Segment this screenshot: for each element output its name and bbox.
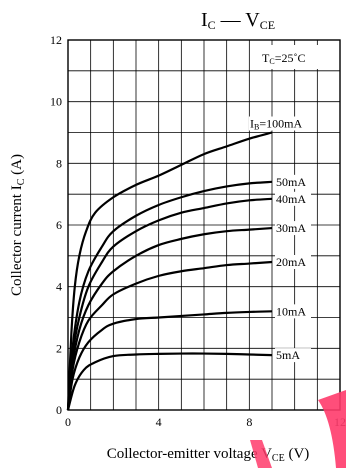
series-line-5ma bbox=[66, 352, 273, 411]
plot-frame bbox=[67, 39, 341, 411]
series-line-10ma bbox=[66, 310, 273, 411]
condition-box: TC=25˚C bbox=[253, 45, 328, 69]
condition-rest: =25˚C bbox=[275, 51, 306, 65]
plot-area: 02468101204812IB=100mA50mA40mA30mA20mA10… bbox=[50, 33, 346, 429]
series-line-i-b-100ma bbox=[66, 131, 273, 411]
chart-title: IC — VCE bbox=[201, 9, 275, 32]
series-line-50ma bbox=[66, 180, 273, 411]
series-label: 10mA bbox=[276, 304, 306, 318]
title-dash: — bbox=[216, 9, 246, 31]
series-label: 30mA bbox=[276, 221, 306, 235]
series-label: 40mA bbox=[276, 192, 306, 206]
series-label-bg bbox=[249, 116, 315, 131]
y-axis-label: Collector current IC (A) bbox=[9, 154, 27, 296]
ylabel-unit: (A) bbox=[9, 154, 25, 179]
condition-t: T bbox=[262, 51, 270, 65]
y-tick-label: 6 bbox=[56, 218, 62, 232]
title-sub-c: C bbox=[208, 18, 216, 32]
series-line-20ma bbox=[66, 260, 273, 411]
series-label: 50mA bbox=[276, 175, 306, 189]
title-i: I bbox=[201, 9, 208, 31]
y-tick-label: 8 bbox=[56, 156, 62, 170]
x-tick-label: 0 bbox=[65, 415, 71, 429]
series-label: IB=100mA bbox=[250, 117, 302, 132]
series-label-bg bbox=[275, 348, 311, 363]
series-label-bg bbox=[275, 174, 311, 189]
watermark-stroke-2 bbox=[250, 440, 272, 468]
ylabel-sub: C bbox=[16, 178, 27, 185]
condition-label: TC=25˚C bbox=[262, 51, 305, 66]
condition-sub: C bbox=[269, 57, 274, 66]
series-label: 20mA bbox=[276, 255, 306, 269]
title-sub-ce: CE bbox=[260, 18, 275, 32]
title-v: V bbox=[245, 9, 260, 31]
x-tick-label: 4 bbox=[156, 415, 162, 429]
y-tick-label: 10 bbox=[50, 95, 62, 109]
y-tick-label: 0 bbox=[56, 403, 62, 417]
series-line-30ma bbox=[66, 226, 273, 411]
series-label-bg bbox=[275, 191, 311, 206]
xlabel-text: Collector-emitter voltage V bbox=[107, 446, 272, 462]
xlabel-sub: CE bbox=[272, 453, 285, 464]
x-axis-label: Collector-emitter voltage VCE (V) bbox=[107, 446, 310, 464]
series-line-40ma bbox=[66, 197, 273, 411]
condition-box-bg bbox=[253, 45, 328, 69]
series-label-bg bbox=[275, 221, 311, 236]
x-tick-label: 8 bbox=[246, 415, 252, 429]
y-tick-label: 2 bbox=[56, 341, 62, 355]
watermark-stroke bbox=[318, 390, 346, 468]
ylabel-text: Collector current I bbox=[9, 185, 25, 296]
series-label-bg bbox=[275, 304, 311, 319]
y-tick-label: 12 bbox=[50, 33, 62, 47]
y-tick-label: 4 bbox=[56, 280, 62, 294]
series-label-bg bbox=[275, 255, 311, 269]
series-label: 5mA bbox=[276, 348, 300, 362]
xlabel-unit: (V) bbox=[285, 446, 310, 462]
